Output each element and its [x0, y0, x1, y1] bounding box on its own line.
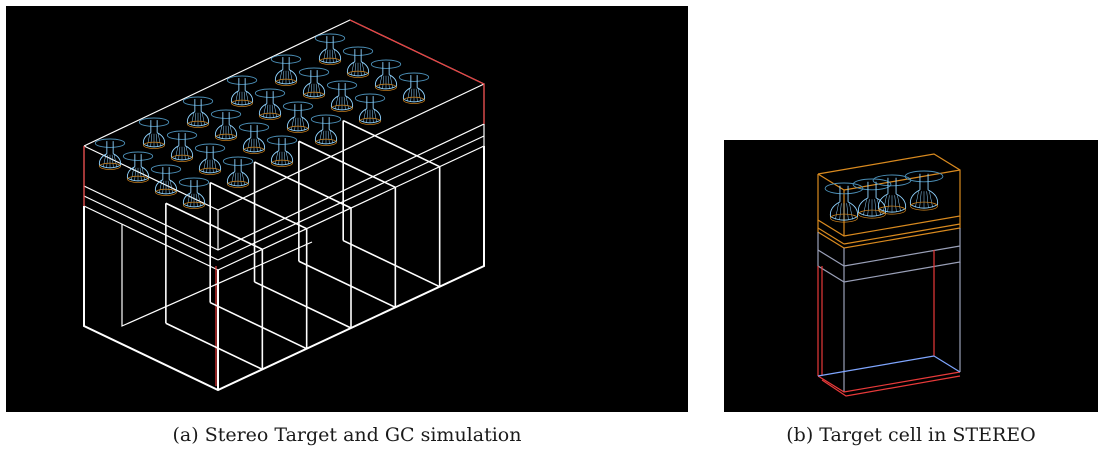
pmt-icon: [166, 130, 198, 162]
pmt-icon: [226, 75, 258, 107]
pmt-icon: [370, 59, 402, 91]
pmt-icon: [282, 101, 314, 133]
pmt-icon: [872, 174, 912, 215]
cell-bottom-outline: [817, 355, 961, 377]
pmt-icon: [298, 67, 330, 99]
pmt-icon: [310, 114, 342, 146]
cell-outline: [817, 228, 961, 392]
pmt-icon: [138, 117, 170, 149]
pmt-icon: [326, 80, 358, 112]
acrylic-buffer-box: [817, 153, 961, 249]
target-cell-walls: [121, 119, 441, 371]
pmt-icon: [238, 122, 270, 154]
pmt-icon: [824, 182, 864, 223]
pmt-icon: [178, 177, 210, 209]
pmt-icon: [94, 138, 126, 170]
outer-edge-highlight: [83, 19, 485, 386]
pmt-group: [824, 170, 944, 223]
pmt-array: [94, 33, 430, 209]
stereo-wireframe: [83, 19, 485, 392]
pmt-icon: [852, 178, 892, 219]
stereo-simulation-view: [6, 6, 688, 412]
pmt-icon: [254, 88, 286, 120]
pmt-icon: [194, 143, 226, 175]
pmt-icon: [122, 151, 154, 183]
pmt-icon: [210, 109, 242, 141]
detector-outer-frame: [83, 19, 485, 392]
pmt-icon: [398, 72, 430, 104]
pmt-icon: [354, 93, 386, 125]
pmt-icon: [266, 135, 298, 167]
pmt-icon: [150, 164, 182, 196]
pmt-icon: [182, 96, 214, 128]
target-cell-wireframe: [817, 153, 961, 397]
pmt-icon: [904, 170, 944, 211]
caption-b: (b) Target cell in STEREO: [786, 424, 1036, 446]
pmt-icon: [314, 33, 346, 65]
cell-edge-highlight: [817, 250, 961, 397]
caption-a: (a) Stereo Target and GC simulation: [172, 424, 522, 446]
target-cell-view: [724, 140, 1098, 412]
pmt-icon: [270, 54, 302, 86]
pmt-icon: [222, 156, 254, 188]
pmt-icon: [342, 46, 374, 78]
